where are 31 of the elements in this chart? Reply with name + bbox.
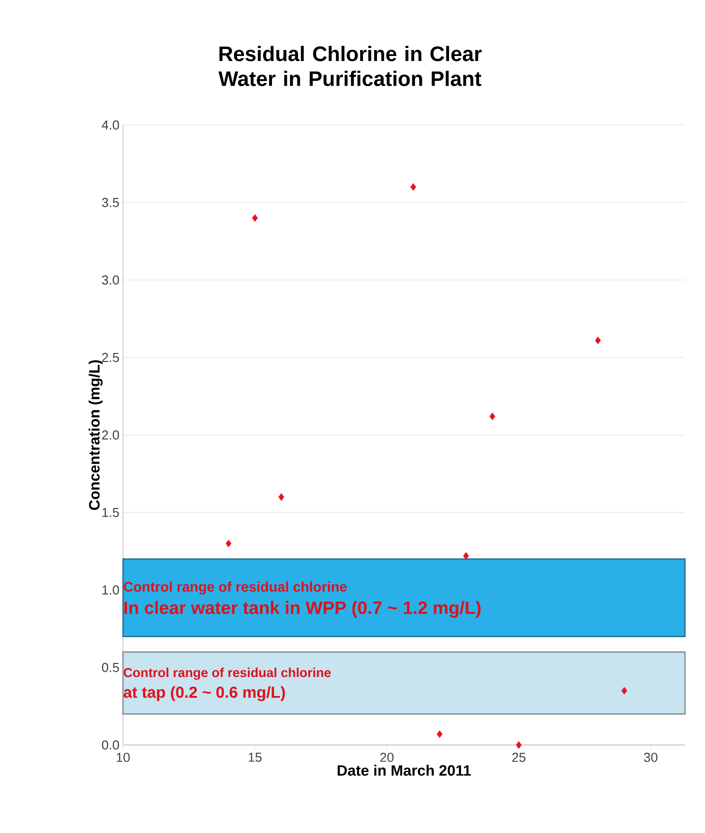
point — [410, 183, 416, 191]
point — [226, 540, 232, 548]
x-tick-label: 10 — [116, 752, 130, 762]
point — [595, 336, 601, 344]
band-label: In clear water tank in WPP (0.7 ~ 1.2 mg/L) — [124, 600, 481, 618]
point — [490, 412, 496, 420]
y-tick-label: 3.0 — [102, 275, 119, 285]
point — [621, 686, 628, 695]
annotation: Control range of residual chlorine — [124, 581, 347, 595]
annotation: Control range of residual chlorine — [124, 668, 331, 680]
y-tick-label: 0.0 — [102, 740, 119, 750]
x-axis-title: Date in March 2011 — [338, 764, 471, 776]
y-tick-label: 2.5 — [102, 352, 119, 362]
point — [516, 741, 522, 749]
point — [278, 493, 284, 501]
y-tick-label: 2.0 — [102, 430, 119, 440]
x-tick-label: 15 — [248, 752, 262, 762]
point — [463, 552, 469, 560]
y-tick-label: 3.5 — [102, 198, 119, 208]
y-tick-label: 1.5 — [102, 508, 119, 518]
chart-title: Residual Chlorine in Clear Water in Purification Plant — [218, 46, 482, 86]
y-tick-label: 0.5 — [102, 662, 119, 672]
x-tick-label: 20 — [380, 752, 394, 762]
x-tick-label: 25 — [512, 752, 526, 762]
point — [436, 730, 443, 738]
point — [252, 214, 258, 222]
x-tick-label: 30 — [644, 752, 658, 762]
band-label: at tap (0.2 ~ 0.6 mg/L) — [124, 686, 285, 702]
y-axis-title: Concentration (mg/L) — [88, 360, 103, 510]
y-tick-label: 1.0 — [102, 585, 119, 595]
y-tick-label: 4.0 — [102, 120, 119, 130]
